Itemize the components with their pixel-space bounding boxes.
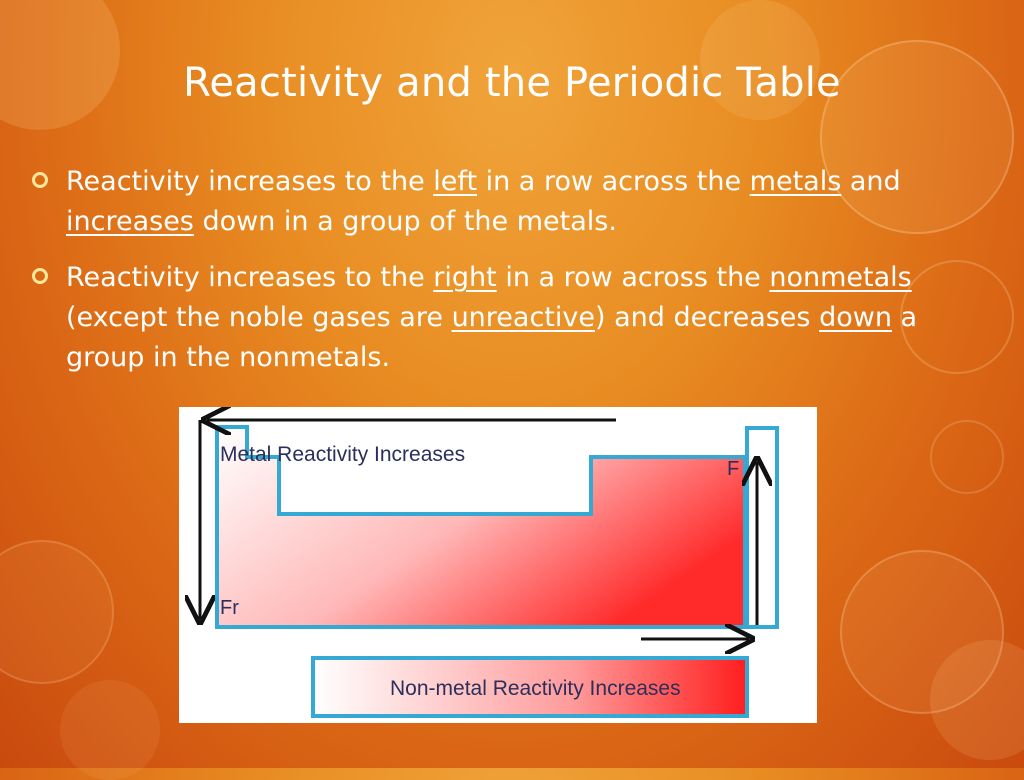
bokeh-circle — [930, 640, 1024, 760]
bullet-text-underlined: metals — [749, 166, 842, 197]
bullet-text: ) and decreases — [594, 302, 820, 333]
f-block-strip — [311, 656, 749, 718]
bokeh-circle — [0, 540, 114, 684]
bullet-text: Reactivity increases to the — [66, 166, 434, 197]
bullet-list: Reactivity increases to the left in a ro… — [30, 162, 990, 394]
slide-title: Reactivity and the Periodic Table — [183, 60, 841, 106]
bullet-ring-icon — [32, 268, 48, 284]
element-fr-label: Fr — [220, 597, 239, 619]
periodic-table-reactivity-figure: Metal Reactivity Increases Fr F Non-meta… — [179, 407, 817, 723]
bullet-item: Reactivity increases to the left in a ro… — [30, 162, 990, 242]
bullet-ring-icon — [32, 172, 48, 188]
bullet-text-underlined: down — [819, 302, 892, 333]
bullet-item: Reactivity increases to the right in a r… — [30, 258, 990, 378]
bullet-text-underlined: unreactive — [451, 302, 595, 333]
metal-reactivity-label: Metal Reactivity Increases — [220, 443, 465, 466]
bokeh-circle — [840, 550, 1004, 714]
bullet-text: and — [841, 166, 901, 197]
bullet-text: (except the noble gases are — [66, 302, 452, 333]
bullet-text-underlined: right — [433, 262, 497, 293]
bullet-text: down in a group of the metals. — [193, 206, 617, 237]
element-f-label: F — [727, 458, 739, 480]
bokeh-circle — [60, 680, 160, 780]
bullet-text: in a row across the — [477, 166, 750, 197]
bullet-text-underlined: nonmetals — [769, 262, 912, 293]
main-table-shape — [215, 425, 747, 629]
nonmetal-reactivity-label: Non-metal Reactivity Increases — [390, 677, 681, 700]
bullet-text-underlined: left — [433, 166, 478, 197]
bullet-text: a group in the nonmetals. — [66, 302, 918, 373]
bullet-text: in a row across the — [496, 262, 770, 293]
bokeh-circle — [930, 420, 1004, 494]
bullet-text-underlined: increases — [66, 206, 194, 237]
reactivity-diagram: Metal Reactivity Increases Fr F Non-meta… — [179, 407, 779, 718]
noble-gas-column — [745, 426, 779, 629]
bullet-text: Reactivity increases to the — [66, 262, 434, 293]
